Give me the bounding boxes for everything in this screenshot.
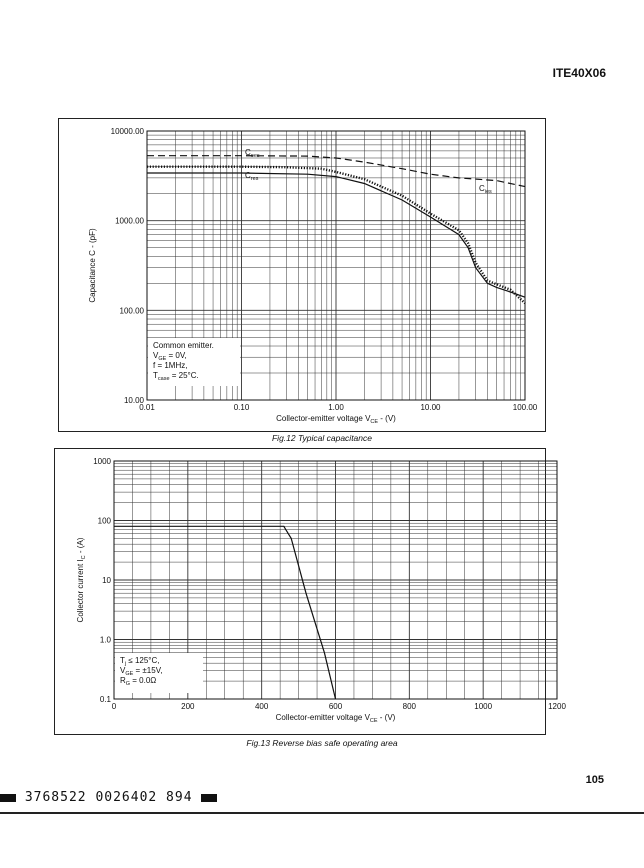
- rbsoa-y-axis-label-part: Collector current I: [76, 559, 85, 622]
- rbsoa-conditions-box: [115, 653, 203, 693]
- rbsoa-x-tick-label: 600: [329, 702, 343, 711]
- rbsoa-x-axis-label-part: Collector-emitter voltage V: [276, 713, 371, 722]
- cap-x-axis-label-part: - (V): [378, 414, 396, 423]
- cap-condition-line-part: T: [153, 371, 158, 380]
- cap-series-label-ies-part: ies: [485, 189, 492, 195]
- rbsoa-y-tick-label: 10: [102, 576, 111, 585]
- cap-x-tick-label: 100.00: [513, 403, 538, 412]
- rbsoa-chart-panel: 0 200 400 600 800 1000 1200 0.1 1.0 10 100 1000 Coll…: [54, 448, 566, 735]
- cap-y-tick-label: 10.00: [124, 396, 145, 405]
- cap-grid: [146, 131, 525, 401]
- cap-series-label-res-part: C: [245, 171, 251, 180]
- cap-x-tick-label: 0.10: [234, 403, 250, 412]
- cap-y-tick-label: 10000.00: [111, 127, 145, 136]
- cap-condition-line-part: = 25°C.: [170, 371, 199, 380]
- rbsoa-x-tick-label: 400: [255, 702, 269, 711]
- rbsoa-x-axis-label-part: - (V): [378, 713, 396, 722]
- rbsoa-condition-line: Tj ≤ 125°C,: [120, 656, 160, 667]
- cap-x-tick-label: 0.01: [139, 403, 155, 412]
- cap-series-label-res: Cres: [245, 171, 259, 182]
- cap-condition-line: Common emitter.: [153, 341, 214, 350]
- rbsoa-y-tick-label: 0.1: [100, 695, 112, 704]
- rbsoa-condition-line-part: j: [124, 661, 126, 667]
- cap-y-tick-label: 1000.00: [115, 217, 144, 226]
- fig13-caption: Fig.13 Reverse bias safe operating area: [246, 738, 398, 748]
- cap-y-tick-label: 100.00: [120, 306, 145, 315]
- cap-x-tick-label: 1.00: [328, 403, 344, 412]
- capacitance-chart: 0.01 0.10 1.00 10.00 100.00 10.00 100.00 1000.0…: [88, 127, 538, 425]
- cap-x-tick-label: 10.00: [420, 403, 441, 412]
- rbsoa-condition-line-part: = 0.0Ω: [130, 676, 156, 685]
- rbsoa-x-axis-label-part: CE: [370, 718, 378, 724]
- rbsoa-x-tick-label: 1200: [548, 702, 566, 711]
- cap-plot-frame: [146, 130, 526, 401]
- cap-series-oes-line: [147, 155, 526, 188]
- footer-rule: [0, 812, 644, 814]
- rbsoa-y-axis-label: Collector current IC - (A): [76, 537, 87, 622]
- cap-series-label-oes: Coes: [245, 148, 260, 159]
- rbsoa-x-tick-label: 800: [403, 702, 417, 711]
- rbsoa-condition-line: RG = 0.0Ω: [120, 676, 156, 687]
- cap-series-ies-line: [147, 165, 526, 305]
- cap-series-label-res-part: res: [251, 176, 259, 182]
- rbsoa-x-axis-label: Collector-emitter voltage VCE - (V): [276, 713, 396, 724]
- rbsoa-condition-line: VGE = ±15V,: [120, 666, 163, 677]
- fig12-caption: Fig.12 Typical capacitance: [271, 433, 372, 443]
- cap-series-label-oes-part: C: [245, 148, 251, 157]
- rbsoa-y-axis-label-part: - (A): [76, 537, 85, 555]
- barcode-block-left: [0, 793, 16, 802]
- cap-series-label-oes-part: oes: [251, 153, 260, 159]
- rbsoa-y-tick-label: 1000: [93, 457, 111, 466]
- cap-condition-line: f = 1MHz,: [153, 361, 187, 370]
- cap-series-label-ies: Cies: [479, 184, 492, 195]
- rbsoa-condition-line-part: ≤ 125°C,: [126, 656, 159, 665]
- capacitance-chart-panel: 0.01 0.10 1.00 10.00 100.00 10.00 100.00 1000.0…: [58, 118, 546, 432]
- barcode-line: 3768522 0026402 894: [0, 790, 218, 805]
- rbsoa-condition-line-part: G: [126, 681, 130, 687]
- rbsoa-y-axis-label-part: C: [81, 555, 87, 559]
- rbsoa-x-tick-label: 200: [181, 702, 195, 711]
- cap-condition-line-part: = 0V,: [166, 351, 186, 360]
- cap-condition-line: VGE = 0V,: [153, 351, 187, 362]
- page-number: 105: [585, 774, 604, 786]
- cap-condition-line-part: GE: [158, 356, 166, 362]
- rbsoa-condition-line-part: R: [120, 676, 126, 685]
- rbsoa-condition-line-part: T: [120, 656, 125, 665]
- rbsoa-x-tick-label: 1000: [474, 702, 492, 711]
- barcode-block-right: [201, 793, 218, 802]
- barcode-text: 3768522 0026402 894: [24, 790, 193, 805]
- cap-x-axis-label-part: CE: [370, 419, 378, 425]
- rbsoa-series-0-line: [114, 525, 337, 700]
- cap-conditions-box: [148, 338, 240, 386]
- cap-y-axis-label: Capacitance C - (pF): [88, 228, 97, 303]
- rbsoa-condition-line-part: GE: [125, 671, 133, 677]
- cap-condition-line: Tcase = 25°C.: [153, 371, 199, 382]
- cap-x-axis-label-part: Collector-emitter voltage V: [276, 414, 371, 423]
- cap-x-axis-label: Collector-emitter voltage VCE - (V): [276, 414, 396, 425]
- cap-condition-line-part: V: [153, 351, 159, 360]
- rbsoa-y-tick-label: 100: [98, 517, 112, 526]
- rbsoa-y-tick-label: 1.0: [100, 636, 112, 645]
- rbsoa-chart: 0 200 400 600 800 1000 1200 0.1 1.0 10 100 1000 Coll…: [76, 457, 566, 724]
- cap-series-res-line: [147, 172, 526, 298]
- rbsoa-condition-line-part: = ±15V,: [133, 666, 162, 675]
- part-number: ITE40X06: [552, 66, 606, 80]
- rbsoa-x-tick-label: 0: [112, 702, 117, 711]
- rbsoa-condition-line-part: V: [120, 666, 126, 675]
- cap-condition-line-part: case: [158, 376, 170, 382]
- cap-series-label-ies-part: C: [479, 184, 485, 193]
